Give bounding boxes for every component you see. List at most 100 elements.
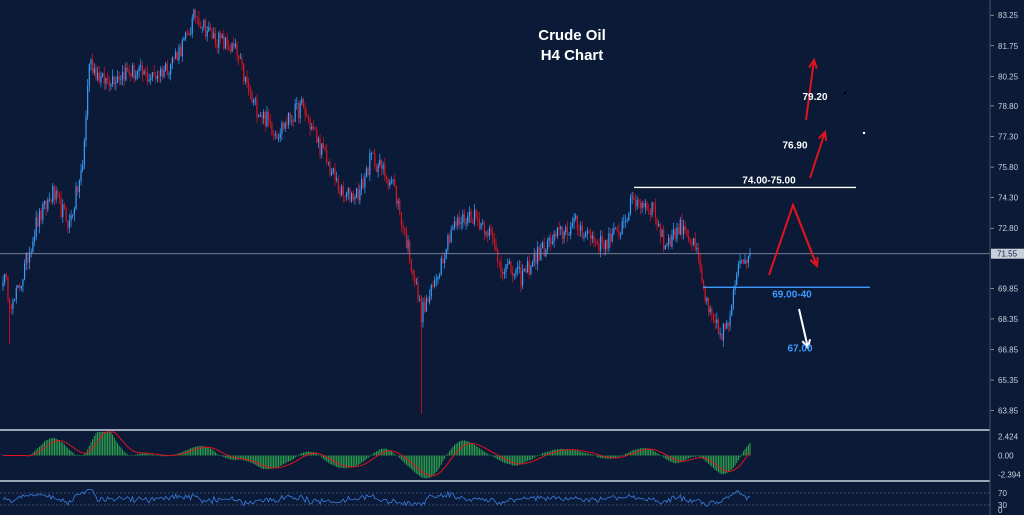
candle	[664, 244, 666, 250]
macd-bar	[570, 449, 572, 456]
candle	[429, 289, 431, 305]
candle	[82, 159, 84, 173]
candle	[193, 8, 195, 21]
candle	[292, 118, 295, 128]
candle	[644, 199, 647, 215]
candle	[648, 203, 650, 216]
candle	[53, 184, 56, 206]
candle	[306, 108, 308, 117]
candle	[312, 120, 315, 132]
macd-bar	[566, 449, 568, 456]
candle	[161, 65, 163, 81]
candle	[83, 137, 85, 170]
candle	[75, 181, 77, 211]
candle	[561, 226, 564, 245]
price-tick-label: 77.30	[998, 133, 1019, 142]
macd-bar	[613, 455, 615, 459]
candle	[355, 187, 358, 199]
candle	[38, 208, 41, 234]
candle	[658, 220, 660, 228]
candle	[628, 211, 630, 221]
macd-bar	[679, 455, 681, 463]
candle	[477, 211, 479, 227]
macd-bar	[279, 455, 281, 467]
macd-bar	[487, 453, 489, 456]
macd-bar	[78, 455, 80, 457]
candle	[576, 215, 578, 236]
macd-bar	[73, 454, 75, 456]
candle	[342, 181, 344, 203]
candle	[699, 253, 701, 273]
macd-bar	[618, 455, 620, 457]
macd-bar	[221, 455, 223, 457]
macd-bar	[254, 455, 256, 465]
candle	[608, 227, 610, 253]
annotations: 74.00-75.00 69.00-40 79.20 76.90 67.00	[742, 92, 866, 354]
macd-bar	[698, 455, 700, 457]
candle	[151, 72, 153, 82]
macd-bar	[450, 448, 452, 456]
macd-bar	[218, 454, 220, 456]
candle	[106, 72, 109, 85]
candle	[488, 225, 490, 240]
candle	[414, 270, 416, 287]
macd-bar	[404, 455, 406, 464]
macd-bar	[47, 439, 49, 456]
macd-bar	[317, 454, 319, 456]
candle	[556, 227, 559, 239]
candle	[344, 195, 346, 203]
macd-bar	[118, 445, 120, 456]
macd-bar	[122, 449, 124, 456]
rsi-axis: 70 300	[998, 489, 1007, 515]
macd-bar	[269, 455, 271, 469]
candle	[375, 163, 378, 173]
candle	[591, 231, 593, 244]
macd-bar	[200, 446, 202, 456]
candle	[646, 201, 648, 212]
candle	[460, 216, 462, 231]
candle	[277, 133, 280, 143]
candle	[214, 27, 217, 49]
candle	[364, 172, 366, 194]
macd-bar	[663, 455, 665, 458]
macd-bar	[545, 452, 547, 456]
candle	[276, 131, 278, 139]
macd-bar	[444, 455, 446, 459]
candle	[741, 259, 743, 264]
candle	[528, 254, 530, 279]
macd-bar	[565, 449, 567, 456]
candle	[399, 197, 401, 216]
candle	[415, 277, 417, 286]
candle	[90, 58, 92, 71]
candle	[349, 187, 351, 203]
macd-bar	[203, 446, 205, 456]
macd-signal-line	[3, 431, 751, 477]
macd-bar	[515, 455, 517, 466]
candle	[681, 213, 683, 240]
macd-bar	[34, 451, 36, 456]
macd-bar	[576, 450, 578, 456]
macd-bar	[67, 448, 69, 456]
svg-text:71.55: 71.55	[997, 250, 1018, 259]
macd-bar	[691, 455, 693, 458]
target-label-low: 67.00	[787, 343, 812, 354]
candle	[643, 199, 645, 210]
macd-bar	[535, 455, 537, 457]
macd-bar	[304, 451, 306, 456]
price-tick-label: 65.35	[998, 376, 1019, 385]
candle	[354, 194, 356, 205]
candle	[251, 89, 253, 104]
macd-bar	[100, 432, 102, 456]
candle	[452, 224, 454, 230]
candle	[191, 14, 193, 38]
macd-bar	[385, 448, 387, 456]
candle	[485, 230, 487, 238]
candle	[291, 114, 293, 127]
candle	[668, 234, 670, 250]
candle	[97, 66, 99, 82]
candle	[447, 233, 449, 253]
candle	[208, 21, 210, 33]
macd-bar	[371, 454, 373, 456]
price-tick-label: 81.75	[998, 42, 1019, 51]
macd-bar	[258, 455, 260, 467]
